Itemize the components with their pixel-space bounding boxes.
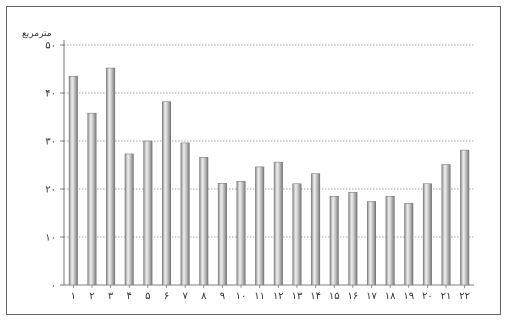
bar	[162, 101, 171, 286]
y-tick-label: ۲۰	[45, 185, 56, 196]
bar	[87, 112, 97, 286]
x-tick-label: ۱	[71, 291, 76, 302]
x-tick-label: ۲۰	[422, 291, 433, 302]
bar	[367, 201, 376, 286]
bar	[255, 166, 265, 286]
bar	[68, 75, 78, 286]
bar	[329, 195, 339, 286]
x-tick-label: ۷	[182, 291, 188, 302]
x-tick-label: ۱۶	[347, 291, 358, 302]
x-tick-label: ۱۹	[403, 291, 414, 302]
x-tick-label: ۱۱	[254, 291, 265, 302]
y-tick-label: ۳۰	[45, 137, 56, 148]
x-tick-label: ۱۴	[310, 291, 321, 302]
bar	[292, 183, 302, 286]
x-axis-tick-labels: ۱ ۲ ۳ ۴ ۵ ۶ ۷ ۸ ۹ ۱۰ ۱۱ ۱۲ ۱۳ ۱۴ ۱۵ ۱۶ ۱۷ ۱۸ ۱۹ ۲۰ ۲۱ ۲۲	[71, 291, 470, 302]
x-tick-label: ۶	[164, 291, 169, 302]
x-tick-label: ۲۱	[441, 291, 452, 302]
bar	[348, 192, 358, 286]
bar	[106, 67, 116, 286]
bar	[199, 157, 209, 286]
bar	[124, 153, 134, 286]
bar	[404, 203, 414, 286]
x-tick-label: ۱۳	[292, 291, 303, 302]
x-tick-label: ۱۵	[329, 291, 340, 302]
x-tick-label: ۱۷	[366, 291, 377, 302]
grid-lines	[64, 44, 474, 238]
y-axis-tick-labels: ۰ ۱۰ ۲۰ ۳۰ ۴۰ ۵۰	[45, 41, 56, 292]
x-tick-label: ۴	[127, 291, 132, 302]
bar	[460, 149, 470, 286]
bar	[273, 161, 283, 286]
bar	[236, 181, 246, 286]
x-tick-label: ۱۸	[385, 291, 396, 302]
bar	[180, 142, 190, 286]
y-tick-label: ۵۰	[45, 41, 56, 52]
bar	[311, 173, 321, 286]
bars	[68, 67, 470, 286]
y-tick-label: ۱۰	[45, 233, 56, 244]
bar	[143, 140, 153, 286]
x-tick-label: ۱۰	[236, 291, 247, 302]
bar	[385, 195, 395, 286]
x-tick-label: ۲۲	[459, 291, 470, 302]
x-tick-label: ۵	[145, 291, 150, 302]
y-axis-unit-label: مترمربع	[22, 29, 52, 39]
x-tick-label: ۱۲	[273, 291, 284, 302]
x-tick-label: ۳	[108, 291, 114, 302]
x-tick-label: ۸	[201, 291, 207, 302]
x-tick-label: ۹	[220, 291, 225, 302]
bar	[441, 164, 451, 286]
y-tick-label: ۴۰	[45, 89, 56, 100]
x-tick-label: ۲	[89, 291, 94, 302]
y-tick-label: ۰	[51, 281, 56, 292]
bar	[422, 183, 432, 286]
bar	[217, 182, 227, 286]
